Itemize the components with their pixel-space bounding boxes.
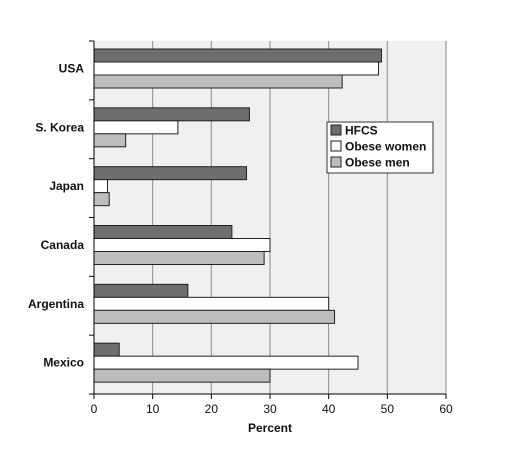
legend-label-obese-men: Obese men xyxy=(345,156,410,170)
bar-obese-women-japan xyxy=(93,179,108,194)
bar-hfcs-s-korea xyxy=(93,107,250,122)
bar-hfcs-mexico xyxy=(93,342,120,357)
gridlines xyxy=(152,41,447,394)
category-labels: USA S. Korea Japan Canada Argentina Mexico xyxy=(28,62,84,370)
category-label-canada: Canada xyxy=(41,238,85,252)
legend-box xyxy=(326,121,434,174)
bar-obese-men-argentina xyxy=(93,309,336,324)
bar-hfcs-canada xyxy=(93,225,233,239)
legend-swatch-obese-men xyxy=(330,156,342,168)
bar-obese-women-s-korea xyxy=(93,120,179,135)
x-axis-title: Percent xyxy=(248,421,292,435)
legend-swatch-obese-women xyxy=(330,140,342,152)
legend: HFCS Obese women Obese men xyxy=(326,121,434,174)
x-tick-label-20: 20 xyxy=(205,402,219,416)
category-label-japan: Japan xyxy=(49,179,84,193)
category-label-usa: USA xyxy=(59,62,85,76)
x-tick-label-30: 30 xyxy=(263,402,277,416)
x-tick-label-60: 60 xyxy=(439,402,453,416)
bar-hfcs-argentina xyxy=(93,283,189,298)
x-axis-ticks: 0 10 20 30 40 50 60 xyxy=(91,394,453,416)
x-tick-label-40: 40 xyxy=(322,402,336,416)
category-label-argentina: Argentina xyxy=(28,297,84,311)
category-ticks xyxy=(89,40,94,395)
x-tick-label-50: 50 xyxy=(381,402,395,416)
legend-label-hfcs: HFCS xyxy=(345,124,378,138)
category-label-s-korea: S. Korea xyxy=(35,120,84,134)
bar-obese-women-usa xyxy=(93,61,380,76)
category-label-mexico: Mexico xyxy=(43,356,84,370)
bar-hfcs-japan xyxy=(93,166,248,181)
bar-hfcs-usa xyxy=(93,48,382,63)
x-tick-label-10: 10 xyxy=(146,402,160,416)
bar-obese-men-s-korea xyxy=(93,133,127,148)
bar-obese-men-canada xyxy=(93,251,265,265)
bar-obese-women-mexico xyxy=(93,355,359,370)
bar-obese-men-usa xyxy=(93,74,343,89)
legend-swatch-hfcs xyxy=(330,124,342,136)
bar-obese-men-japan xyxy=(93,192,110,207)
bar-obese-men-mexico xyxy=(93,368,271,383)
x-tick-label-0: 0 xyxy=(91,402,98,416)
legend-label-obese-women: Obese women xyxy=(345,140,426,154)
bar-obese-women-canada xyxy=(93,238,271,252)
bar-obese-women-argentina xyxy=(93,296,330,311)
